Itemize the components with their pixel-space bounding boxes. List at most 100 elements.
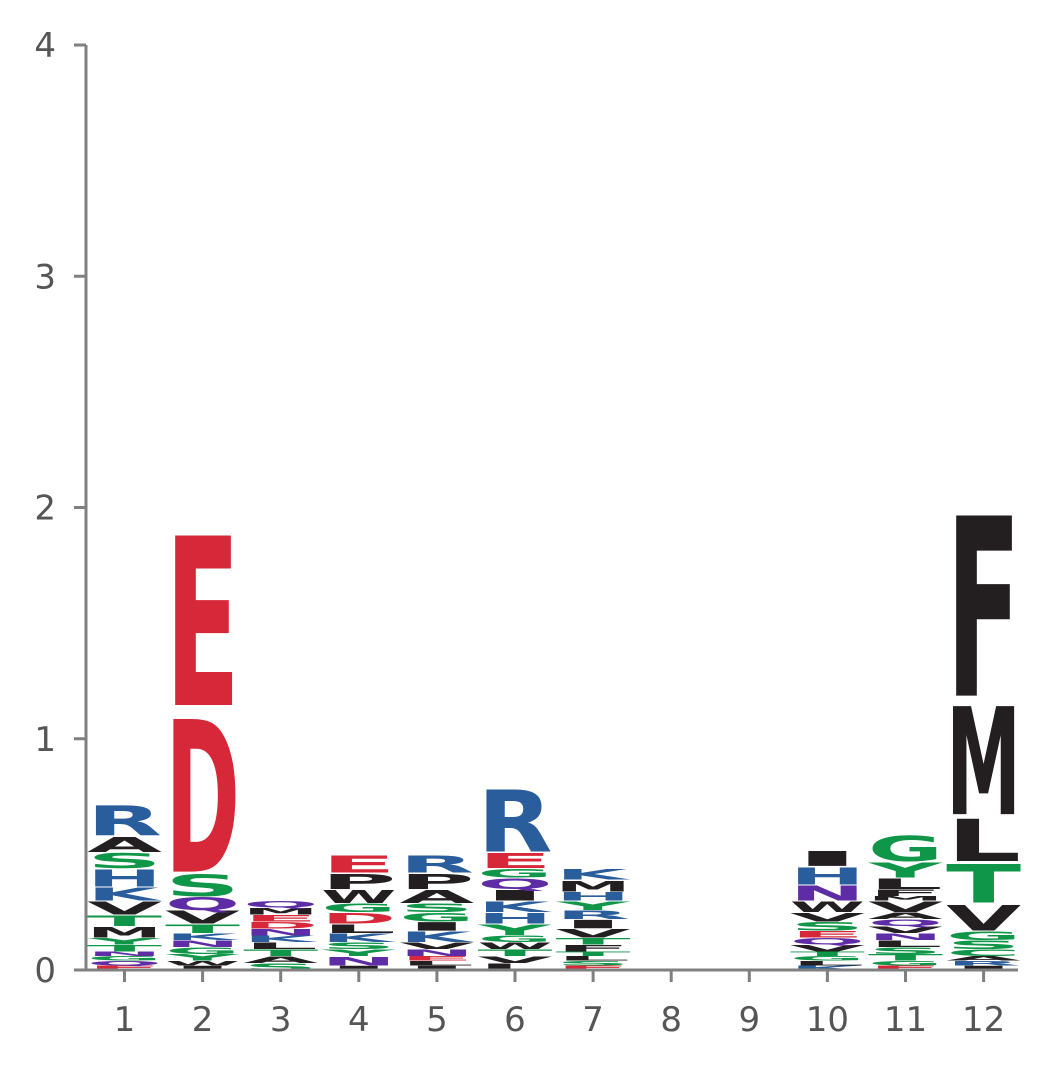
logo-letter-y: Y (321, 948, 397, 958)
x-tick-label: 9 (738, 1000, 760, 1040)
logo-letter-n: N (87, 951, 162, 958)
logo-letter-e: E (399, 955, 474, 962)
logo-letter-t: T (790, 951, 865, 958)
logo-letter-i: I (399, 920, 474, 934)
logo-letter-h: H (556, 890, 631, 903)
logo-letter-s: S (790, 920, 865, 933)
y-tick-label: 2 (34, 489, 56, 529)
logo-letter-t: T (87, 913, 163, 930)
logo-letter-t: T (87, 944, 162, 954)
logo-letter-l: L (399, 960, 474, 967)
logo-letter-e: E (478, 849, 553, 873)
x-tick-label: 7 (582, 1000, 604, 1040)
logo-letter-g: G (868, 829, 943, 869)
logo-letter-y: Y (165, 953, 241, 963)
x-tick-label: 6 (504, 1000, 526, 1040)
logo-letter-f: F (556, 943, 631, 953)
logo-letter-r: R (399, 851, 474, 878)
logo-letter-k: K (790, 965, 865, 972)
logo-letter-t: T (868, 953, 943, 963)
logo-letter-n: N (790, 882, 865, 905)
logo-letter-e: E (243, 913, 318, 923)
x-tick-label: 4 (348, 1000, 370, 1040)
x-axis-ticks: 1 2 3 4 5 6 7 8 9 10 11 12 (114, 970, 1005, 1040)
logo-letter-e: E (868, 965, 943, 972)
logo-letter-l: L (868, 939, 943, 949)
logo-letter-i: I (556, 918, 631, 932)
logo-letter-l: L (478, 962, 553, 972)
logo-letter-k: K (478, 899, 553, 916)
logo-letter-y: Y (477, 922, 553, 939)
logo-letter-g: G (478, 867, 553, 880)
logo-letter-s: S (243, 962, 318, 972)
logo-letter-y: Y (868, 859, 943, 883)
logo-letter-k: K (165, 932, 240, 942)
logo-letter-r: R (946, 960, 1021, 967)
logo-letter-q: Q (790, 936, 865, 946)
logo-letter-v: V (790, 911, 866, 924)
logo-letter-i: I (165, 965, 240, 972)
logo-letter-g: G (790, 955, 865, 962)
x-tick-label: 1 (114, 1000, 136, 1040)
logo-letter-d: D (243, 920, 318, 930)
y-tick-label: 0 (34, 951, 56, 991)
logo-letter-a: A (868, 911, 943, 921)
logo-letter-k: K (87, 884, 162, 904)
logo-letter-t: T (165, 922, 240, 936)
logo-letter-l: L (321, 922, 396, 936)
logo-letter-n: N (399, 948, 474, 958)
logo-letter-l: L (243, 941, 318, 951)
logo-letter-g: G (946, 929, 1021, 942)
logo-letter-a: A (946, 955, 1021, 962)
logo-letter-m: M (868, 895, 943, 902)
logo-letter-w: W (790, 899, 865, 916)
logo-letter-m: M (946, 677, 1021, 850)
logo-letter-r: R (556, 908, 631, 921)
logo-letter-n: N (868, 932, 943, 942)
y-tick-label: 3 (34, 257, 56, 297)
logo-letter-t: T (556, 951, 631, 958)
logo-letter-k: K (321, 931, 397, 945)
logo-letter-v: V (478, 955, 553, 965)
logo-letter-h: H (478, 910, 553, 927)
logo-letter-y: Y (555, 899, 631, 913)
logo-letter-q: Q (243, 899, 318, 909)
logo-letter-g: G (478, 934, 553, 944)
logo-letter-g: G (868, 960, 943, 967)
logo-letter-v: V (868, 925, 943, 935)
x-tick-label: 5 (426, 1000, 448, 1040)
logo-letter-l: L (556, 955, 631, 962)
logo-letter-i: I (321, 965, 396, 972)
logo-letter-i: I (478, 887, 553, 904)
logo-letter-s: S (399, 901, 474, 914)
logo-letter-g: G (399, 911, 474, 924)
logo-letter-e: E (556, 965, 631, 972)
logo-letter-s: S (946, 938, 1021, 951)
y-tick-label: 4 (34, 26, 56, 66)
logo-letter-d: D (321, 910, 396, 927)
logo-letter-p: P (399, 870, 474, 893)
logo-letter-a: A (87, 833, 162, 857)
logo-letter-g: G (87, 955, 162, 962)
logo-letter-l: L (946, 807, 1021, 875)
logo-letter-v: V (165, 908, 240, 928)
logo-letter-l: L (868, 875, 943, 892)
logo-letter-v: V (399, 941, 474, 951)
logo-letter-t: T (478, 948, 553, 958)
logo-letter-s: S (556, 960, 631, 967)
x-tick-label: 12 (962, 1000, 1005, 1040)
logo-letter-e: E (165, 489, 240, 760)
logo-letter-v: V (868, 899, 944, 916)
logo-letters: EQGNTYMTVKHSARIWYGNKTVQSDESATLKNDEMQINYS… (87, 468, 1022, 972)
logo-letter-w: W (165, 960, 240, 967)
logo-letter-s: S (321, 941, 396, 951)
logo-letter-s: S (868, 946, 943, 956)
logo-letter-w: W (321, 887, 396, 907)
logo-letter-m: M (87, 924, 162, 941)
logo-letter-i: I (790, 847, 865, 871)
logo-letter-q: Q (478, 875, 553, 892)
x-tick-label: 3 (270, 1000, 292, 1040)
logo-letter-t: T (556, 937, 631, 947)
logo-letter-w: W (478, 941, 553, 951)
logo-letter-p: P (321, 870, 396, 893)
